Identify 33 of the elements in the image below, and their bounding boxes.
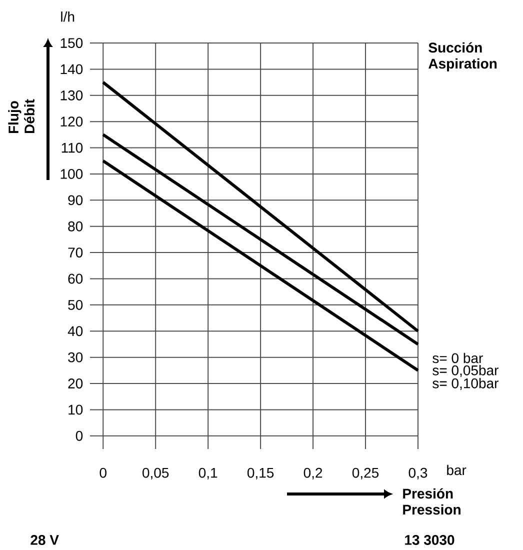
x-tick-label: 0: [100, 468, 106, 478]
text: 13 3030: [405, 535, 454, 545]
text: l/h: [61, 12, 74, 22]
x-axis-title: Presión Pression: [403, 488, 460, 515]
y-tick-label: 90: [68, 195, 83, 206]
text: bar: [447, 464, 466, 476]
y-tick-label: 0: [76, 430, 83, 441]
y-tick-label: 130: [60, 90, 83, 100]
x-tick-label: 0,25: [352, 468, 379, 480]
series-label: s= 0,10bar: [432, 378, 498, 390]
x-tick-label: 0,2: [304, 468, 322, 480]
x-tick-label: 0,1: [198, 468, 218, 480]
y-tick-label: 100: [60, 169, 83, 179]
y-tick-label: 70: [68, 248, 83, 258]
y-tick-label: 80: [68, 221, 83, 232]
y-tick-label: 140: [60, 64, 83, 74]
y-tick-label: 60: [68, 274, 83, 284]
text: 28 V: [30, 535, 59, 545]
series-label: s= 0 bar: [432, 352, 483, 364]
y-tick-label: 30: [68, 352, 83, 362]
text: Succión Aspiration: [428, 42, 497, 72]
x-tick-label: 0,3: [408, 468, 428, 480]
y-tick-label: 50: [68, 300, 83, 310]
y-tick-label: 40: [68, 326, 83, 336]
y-tick-label: 110: [62, 142, 83, 153]
y-tick-label: 20: [68, 378, 83, 388]
y-tick-label: 10: [68, 404, 83, 415]
x-tick-label: 0,15: [247, 468, 274, 480]
x-tick-label: 0,05: [142, 468, 169, 480]
y-tick-label: 120: [60, 116, 83, 127]
y-tick-label: 150: [60, 38, 83, 48]
series-label: s= 0,05bar: [432, 365, 498, 377]
y-axis-title: Flujo Débit: [8, 99, 34, 134]
